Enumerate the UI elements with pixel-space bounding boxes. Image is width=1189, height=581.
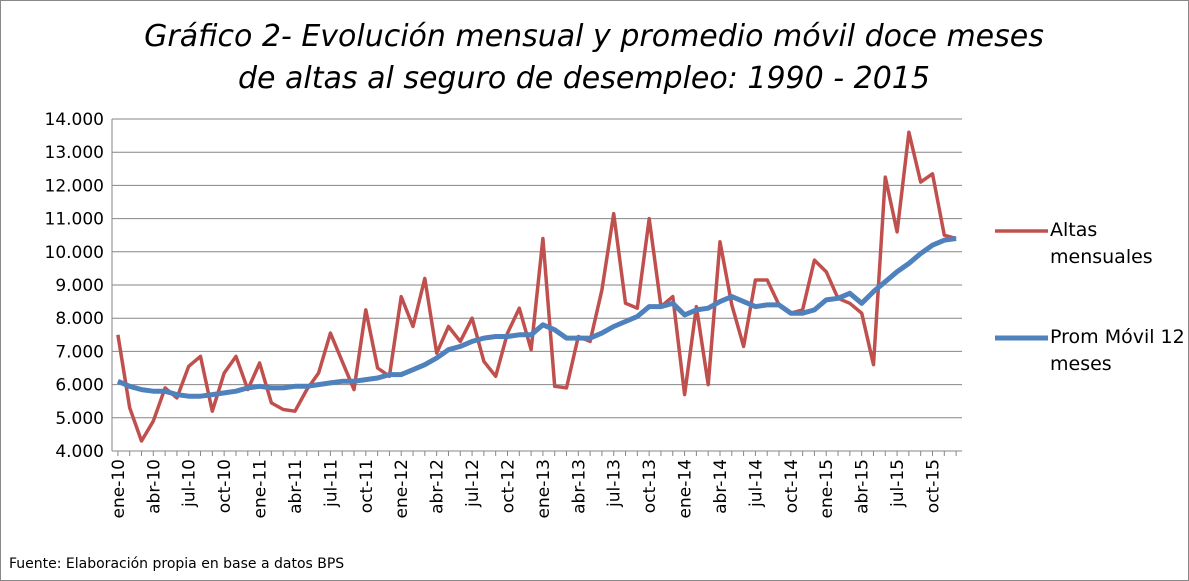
legend-label: Altas mensuales [1050,219,1153,268]
x-tick-label: jul-13 [605,459,625,508]
y-tick-label: 14.000 [45,110,104,130]
x-tick-label: oct-12 [498,459,518,513]
y-tick-label: 10.000 [45,243,104,263]
y-tick-label: 4.000 [55,442,104,462]
x-tick-label: oct-11 [357,459,377,513]
legend-label: Prom Móvil 12 meses [1050,326,1185,375]
source-note: Fuente: Elaboración propia en base a dat… [9,556,345,572]
y-tick-label: 6.000 [55,376,104,396]
x-tick-label: abr-14 [711,459,731,514]
x-tick-label: abr-15 [853,459,873,514]
line-series [116,130,957,443]
line-series [116,236,957,399]
x-tick-label: abr-11 [286,459,306,514]
y-tick-label: 11.000 [45,210,104,230]
x-tick-label: oct-10 [215,459,235,513]
y-tick-label: 5.000 [55,409,104,429]
x-tick-label: jul-11 [321,459,341,508]
x-tick-label: ene-12 [392,459,412,518]
x-tick-label: jul-10 [180,459,200,508]
x-tick-label: ene-14 [676,459,696,518]
x-tick-label: abr-10 [144,459,164,514]
chart-subtitle: de altas al seguro de desempleo: 1990 - … [238,61,930,96]
x-tick-label: oct-14 [782,459,802,513]
x-tick-label: jul-15 [888,459,908,508]
x-tick-label: jul-12 [463,459,483,508]
x-tick-label: oct-13 [640,459,660,513]
x-tick-label: jul-14 [746,459,766,508]
y-tick-label: 7.000 [55,342,104,362]
x-tick-label: ene-13 [534,459,554,518]
y-tick-label: 13.000 [45,143,104,163]
x-tick-label: abr-13 [569,459,589,514]
chart-title: Gráfico 2- Evolución mensual y promedio … [144,19,1044,54]
y-tick-label: 9.000 [55,276,104,296]
x-tick-label: ene-15 [817,459,837,518]
x-tick-label: ene-10 [109,459,129,518]
x-tick-label: abr-12 [428,459,448,514]
y-tick-label: 8.000 [55,309,104,329]
x-tick-label: oct-15 [923,459,943,513]
y-tick-label: 12.000 [45,176,104,196]
x-tick-label: ene-11 [251,459,271,518]
